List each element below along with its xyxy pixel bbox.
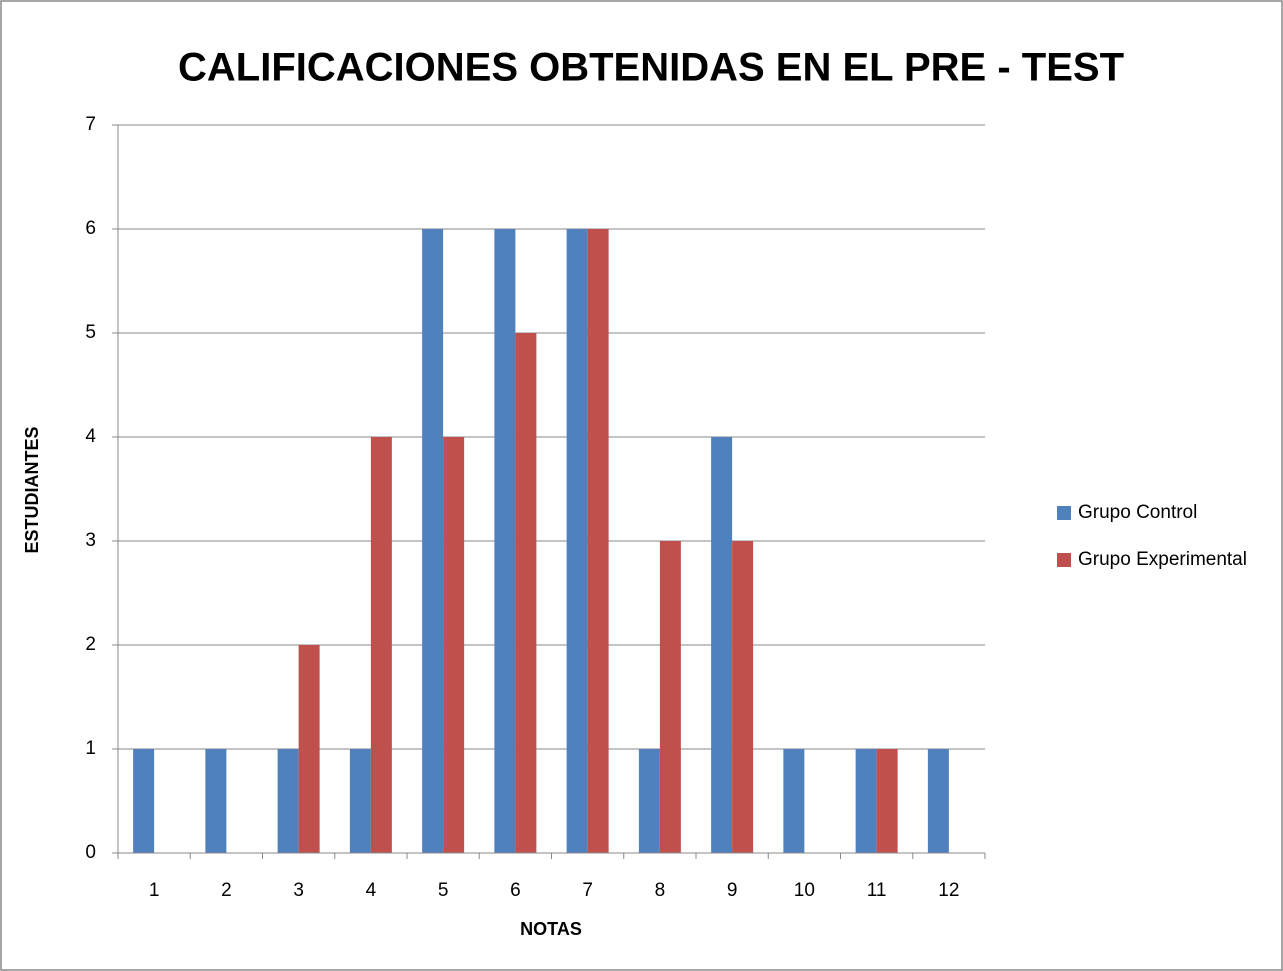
x-tick-label: 3: [293, 880, 304, 901]
y-tick-label: 2: [85, 634, 96, 655]
bar: [349, 749, 371, 853]
bar: [277, 749, 299, 853]
x-tick-label: 7: [582, 880, 593, 901]
x-tick-label: 2: [221, 880, 232, 901]
legend-swatch: [1057, 553, 1071, 567]
bar: [370, 437, 392, 853]
y-tick-label: 3: [85, 530, 96, 551]
legend-label: Grupo Control: [1078, 502, 1197, 523]
bar: [443, 437, 465, 853]
bar: [855, 749, 877, 853]
x-tick-label: 5: [438, 880, 449, 901]
chart-title: CALIFICACIONES OBTENIDAS EN EL PRE - TES…: [178, 46, 1124, 90]
bar: [732, 541, 754, 853]
legend-swatch: [1057, 506, 1071, 520]
y-tick-label: 6: [85, 218, 96, 239]
x-tick-label: 9: [727, 880, 738, 901]
bar: [638, 749, 660, 853]
x-tick-label: 1: [149, 880, 160, 901]
y-tick-label: 5: [85, 322, 96, 343]
y-tick-label: 4: [85, 426, 96, 447]
x-tick-label: 12: [938, 880, 959, 901]
x-tick-label: 8: [655, 880, 666, 901]
bar: [711, 437, 733, 853]
bar: [587, 229, 609, 853]
x-tick-label: 4: [366, 880, 377, 901]
x-axis-label: NOTAS: [520, 919, 582, 939]
y-axis-label: ESTUDIANTES: [22, 426, 42, 553]
bar: [133, 749, 155, 853]
bar: [927, 749, 949, 853]
bar: [422, 229, 444, 853]
bar: [566, 229, 588, 853]
bar: [783, 749, 805, 853]
x-tick-label: 11: [867, 880, 887, 901]
y-tick-label: 0: [85, 842, 96, 863]
bar: [876, 749, 898, 853]
bar: [659, 541, 681, 853]
bar: [298, 645, 320, 853]
y-tick-label: 1: [85, 738, 96, 759]
bar: [515, 333, 537, 853]
bar: [205, 749, 227, 853]
x-tick-label: 10: [794, 880, 815, 901]
y-tick-label: 7: [85, 114, 96, 135]
legend-label: Grupo Experimental: [1078, 549, 1247, 570]
bar: [494, 229, 516, 853]
x-tick-label: 6: [510, 880, 521, 901]
